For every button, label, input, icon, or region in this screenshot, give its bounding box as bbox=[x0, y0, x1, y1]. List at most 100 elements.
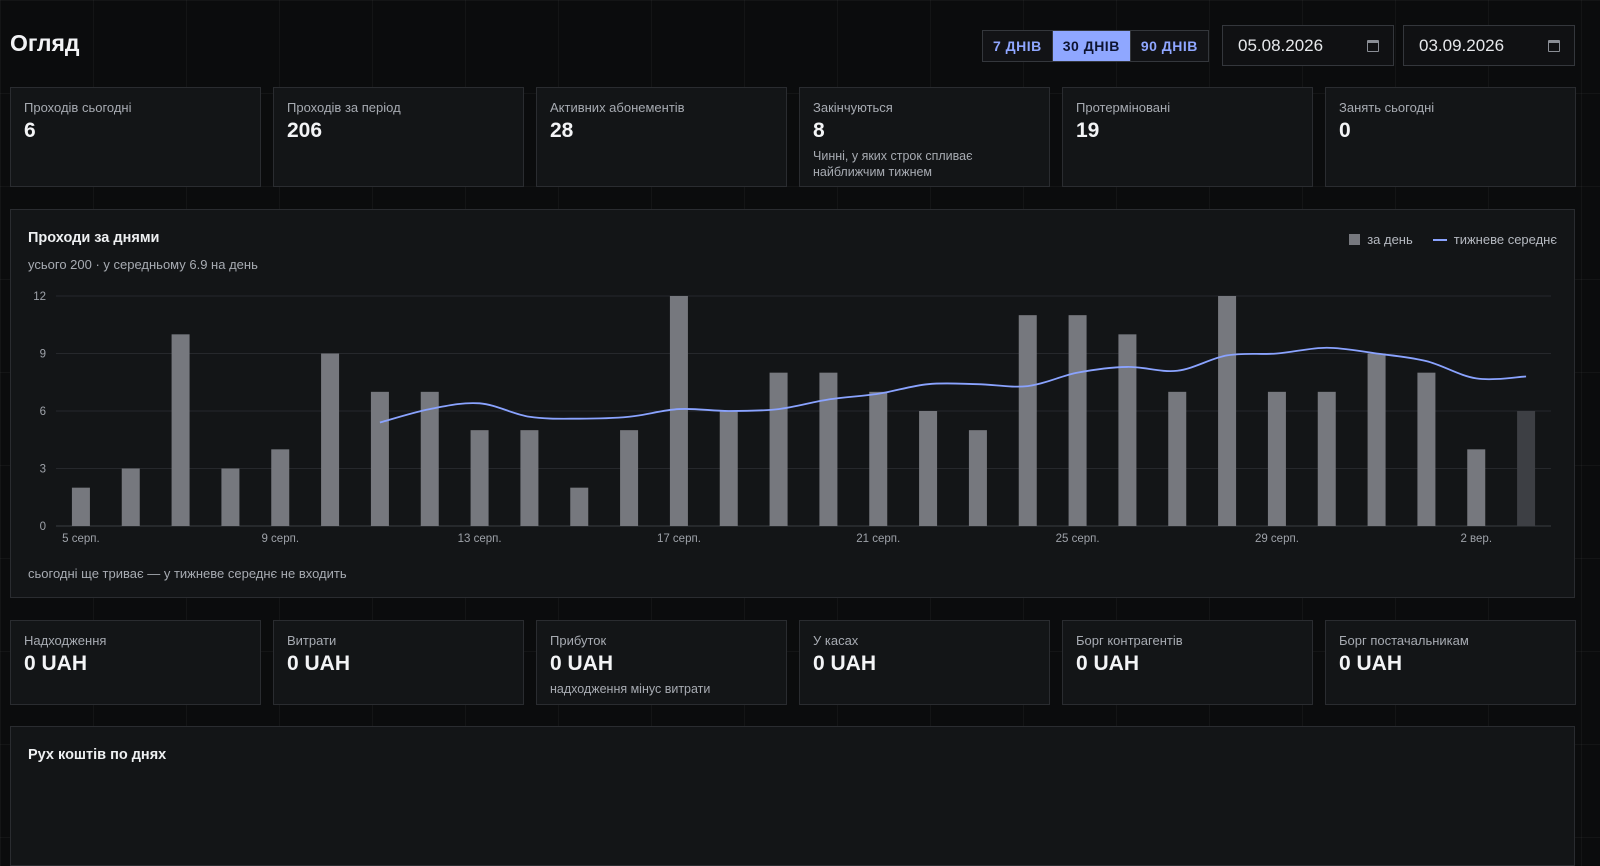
chart-footnote: сьогодні ще триває — у тижневе середнє н… bbox=[28, 566, 347, 581]
stat-label: Закінчуються bbox=[813, 100, 893, 115]
legend-bar-label: за день bbox=[1367, 232, 1413, 247]
x-tick-label: 2 вер. bbox=[1460, 533, 1492, 545]
finance-card-profit: Прибуток 0 UAH надходження мінус витрати bbox=[536, 620, 787, 705]
visits-chart: 0 3 6 9 12 5 серп. 9 серп. 13 серп. 17 серп. 21 с… bbox=[33, 291, 1551, 545]
stat-value: 206 bbox=[287, 119, 323, 142]
date-from-value: 05.08.2026 bbox=[1238, 35, 1324, 55]
stat-card-visits-today: Проходів сьогодні 6 bbox=[10, 87, 261, 187]
chart-bar bbox=[271, 449, 290, 526]
chart-bar bbox=[1517, 411, 1536, 526]
chart-bar bbox=[520, 430, 539, 526]
stat-label: Проходів за період bbox=[287, 100, 401, 115]
legend-line-swatch bbox=[1432, 238, 1447, 241]
x-tick-label: 25 серп. bbox=[1056, 533, 1100, 545]
cashflow-panel: Рух коштів по днях bbox=[10, 726, 1575, 866]
chart-bar bbox=[1317, 391, 1336, 526]
chart-bar bbox=[370, 391, 389, 526]
visits-chart-panel: Проходи за днями усього 200 · у середньо… bbox=[10, 209, 1575, 598]
chart-bar bbox=[1267, 391, 1286, 526]
range-selector: 7 ДНІВ 30 ДНІВ 90 ДНІВ bbox=[982, 30, 1209, 62]
finance-value: 0 UAH bbox=[1076, 652, 1140, 675]
chart-bar bbox=[1467, 449, 1486, 526]
y-tick-label: 9 bbox=[40, 349, 46, 361]
finance-value: 0 UAH bbox=[813, 652, 877, 675]
finance-note: надходження мінус витрати bbox=[550, 682, 711, 696]
range-90-days-button[interactable]: 90 ДНІВ bbox=[1129, 31, 1208, 61]
chart-bar bbox=[968, 430, 987, 526]
chart-bar bbox=[570, 487, 589, 526]
finance-value: 0 UAH bbox=[1339, 652, 1403, 675]
date-to-value: 03.09.2026 bbox=[1419, 35, 1505, 55]
stat-value: 28 bbox=[550, 119, 574, 142]
chart-bar bbox=[71, 487, 90, 526]
chart-bar bbox=[1168, 391, 1187, 526]
chart-title: Проходи за днями bbox=[28, 230, 160, 246]
legend-bar-swatch bbox=[1349, 234, 1361, 245]
chart-bar bbox=[221, 468, 240, 526]
finance-label: Надходження bbox=[24, 633, 107, 648]
finance-card-expenses: Витрати 0 UAH bbox=[273, 620, 524, 705]
date-to-input[interactable]: 03.09.2026 bbox=[1403, 25, 1575, 66]
chart-bar bbox=[1018, 315, 1037, 526]
chart-bar bbox=[769, 372, 788, 526]
y-tick-label: 12 bbox=[33, 291, 46, 303]
x-tick-label: 5 серп. bbox=[62, 533, 100, 545]
calendar-icon[interactable] bbox=[1548, 39, 1560, 52]
cashflow-title: Рух коштів по днях bbox=[28, 747, 167, 763]
chart-bar bbox=[470, 430, 489, 526]
chart-bar bbox=[171, 334, 190, 526]
stat-label: Протерміновані bbox=[1076, 100, 1171, 115]
y-tick-label: 3 bbox=[40, 464, 46, 476]
stat-card-active-subscriptions: Активних абонементів 28 bbox=[536, 87, 787, 187]
finance-value: 0 UAH bbox=[24, 652, 88, 675]
chart-bar bbox=[719, 411, 738, 526]
stat-label: Активних абонементів bbox=[550, 100, 685, 115]
stat-value: 6 bbox=[24, 119, 36, 142]
chart-subtitle: усього 200 · у середньому 6.9 на день bbox=[28, 257, 258, 272]
x-tick-label: 9 серп. bbox=[261, 533, 299, 545]
stat-card-classes-today: Занять сьогодні 0 bbox=[1325, 87, 1576, 187]
stat-card-expiring: Закінчуються 8 Чинні, у яких строк сплив… bbox=[799, 87, 1050, 187]
chart-bar bbox=[1068, 315, 1087, 526]
chart-bar bbox=[1367, 353, 1386, 526]
stat-value: 8 bbox=[813, 119, 825, 142]
chart-bar bbox=[1417, 372, 1436, 526]
finance-card-income: Надходження 0 UAH bbox=[10, 620, 261, 705]
stat-note: Чинні, у яких строк спливає найближчим т… bbox=[813, 149, 973, 179]
stats-row: Проходів сьогодні 6 Проходів за період 2… bbox=[10, 87, 1576, 187]
finance-label: У касах bbox=[813, 633, 859, 648]
range-30-days-button[interactable]: 30 ДНІВ bbox=[1051, 31, 1130, 61]
stat-card-visits-period: Проходів за період 206 bbox=[273, 87, 524, 187]
chart-bar bbox=[669, 296, 688, 526]
legend-line-label: тижневе середнє bbox=[1453, 232, 1557, 247]
page-title: Огляд bbox=[10, 30, 80, 56]
y-tick-label: 6 bbox=[40, 406, 46, 418]
finance-label: Борг постачальникам bbox=[1339, 633, 1469, 648]
finance-card-counterparty-debt: Борг контрагентів 0 UAH bbox=[1062, 620, 1313, 705]
finance-label: Витрати bbox=[287, 633, 337, 648]
chart-bar bbox=[869, 391, 888, 526]
finance-value: 0 UAH bbox=[287, 652, 351, 675]
finance-value: 0 UAH bbox=[550, 652, 614, 675]
chart-bar bbox=[620, 430, 639, 526]
calendar-icon[interactable] bbox=[1367, 39, 1379, 52]
chart-bar bbox=[121, 468, 140, 526]
x-tick-label: 13 серп. bbox=[458, 533, 502, 545]
chart-bar bbox=[1118, 334, 1137, 526]
weekly-average-line bbox=[379, 346, 1527, 424]
chart-bar bbox=[819, 372, 838, 526]
finance-card-cash-registers: У касах 0 UAH bbox=[799, 620, 1050, 705]
stat-label: Занять сьогодні bbox=[1339, 100, 1435, 115]
chart-bar bbox=[919, 411, 938, 526]
range-7-days-button[interactable]: 7 ДНІВ bbox=[983, 31, 1052, 61]
finance-label: Борг контрагентів bbox=[1076, 633, 1183, 648]
x-tick-label: 29 серп. bbox=[1255, 533, 1299, 545]
stat-value: 0 bbox=[1339, 119, 1351, 142]
x-tick-label: 17 серп. bbox=[657, 533, 701, 545]
stat-label: Проходів сьогодні bbox=[24, 100, 132, 115]
stat-value: 19 bbox=[1076, 119, 1100, 142]
chart-bar bbox=[420, 391, 439, 526]
x-tick-label: 21 серп. bbox=[856, 533, 900, 545]
date-from-input[interactable]: 05.08.2026 bbox=[1222, 25, 1394, 66]
chart-bar bbox=[321, 353, 340, 526]
